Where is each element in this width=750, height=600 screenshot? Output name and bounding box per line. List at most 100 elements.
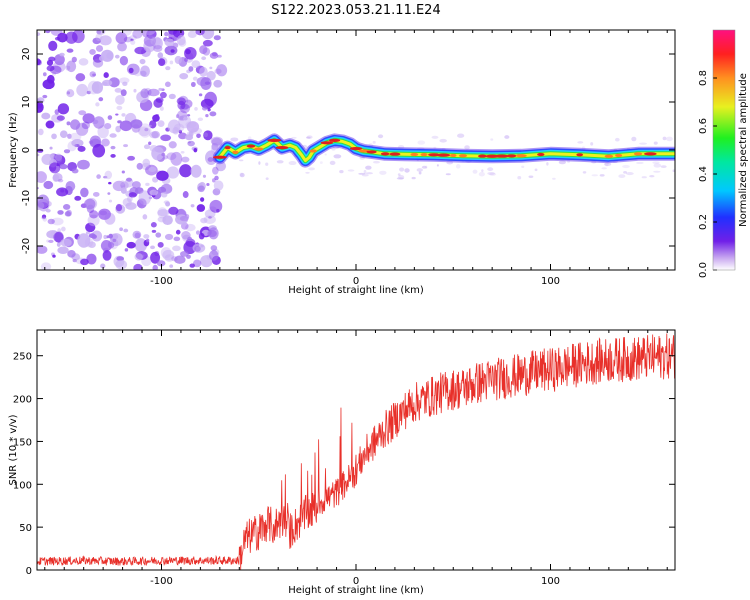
noise-blob [156,170,169,181]
colorbar-frame [712,29,736,271]
noise-blob [214,175,219,181]
noise-blob [187,30,197,39]
noise-blob [57,228,62,233]
noise-speckle [464,145,470,150]
noise-blob [179,215,189,222]
noise-speckle [445,173,451,176]
noise-speckle [552,177,556,180]
noise-speckle [431,135,439,139]
noise-blob [176,34,186,46]
noise-blob [209,111,217,117]
noise-speckle [457,133,465,138]
noise-blob [115,259,128,270]
noise-speckle [404,168,410,173]
noise-blob [54,54,65,66]
noise-blob [51,217,64,226]
noise-blob [45,30,51,34]
noise-speckle [363,169,367,175]
noise-blob [123,144,128,148]
noise-blob [63,149,71,154]
top-x-axis-label: Height of straight line (km) [288,285,424,296]
colorbar-tick-label: 0.4 [698,166,709,182]
noise-blob [116,105,123,111]
noise-blob [171,256,178,262]
noise-blob [74,143,80,148]
noise-blob [102,250,112,261]
noise-blob [123,228,129,233]
noise-speckle [591,174,599,177]
noise-blob [165,66,171,71]
ridge-peak [644,152,657,156]
ridge-peak [254,147,264,151]
noise-speckle [618,174,626,179]
noise-blob [37,194,50,209]
noise-blob [210,245,218,251]
noise-speckle [379,170,387,175]
noise-blob [67,133,72,139]
noise-blob [202,47,211,56]
noise-blob [66,60,77,73]
noise-blob [60,189,65,193]
noise-blob [127,155,136,161]
ridge-peak [380,152,390,156]
bottom-y-tick-label: 0 [26,566,32,577]
noise-blob [158,58,166,67]
noise-blob [115,125,122,133]
noise-blob [77,145,86,152]
noise-blob [89,48,96,55]
noise-blob [157,241,164,248]
noise-speckle [265,162,269,166]
noise-blob [155,232,162,238]
noise-blob [107,192,111,195]
noise-blob [124,248,129,252]
noise-blob [197,117,204,121]
noise-speckle [472,169,478,174]
noise-speckle [666,136,673,142]
noise-blob [153,44,163,52]
noise-blob [175,214,188,225]
noise-blob [75,73,86,82]
noise-blob [147,88,160,97]
noise-blob [109,133,117,138]
noise-speckle [319,161,323,165]
colorbar-tick-label: 0.2 [698,214,709,230]
noise-blob [193,259,202,268]
noise-blob [42,94,48,99]
noise-speckle [487,167,494,172]
noise-blob [144,127,149,132]
noise-blob [146,238,150,243]
noise-blob [128,192,137,198]
noise-blob [206,183,210,186]
noise-blob [168,30,178,35]
noise-blob [133,88,137,93]
noise-speckle [517,175,522,180]
noise-blob [180,151,185,154]
noise-blob [78,110,87,116]
noise-blob [66,91,71,95]
noise-blob [207,230,217,238]
noise-blob [164,31,169,37]
noise-speckle [672,169,675,173]
ridge-peak [436,153,451,157]
noise-blob [37,245,48,254]
noise-blob [188,66,194,72]
noise-blob [54,109,60,115]
noise-blob [125,202,137,210]
bottom-x-tick-label: -100 [150,576,173,587]
noise-blob [168,206,179,215]
ridge-peak [267,138,282,142]
noise-blob [67,140,77,152]
noise-blob [100,263,106,269]
noise-blob [104,170,113,180]
noise-speckle [333,154,342,159]
noise-blob [41,214,47,219]
noise-speckle [331,148,336,151]
noise-blob [108,233,113,239]
noise-speckle [258,161,261,165]
noise-blob [110,153,116,158]
noise-blob [157,120,165,128]
noise-blob [162,215,173,225]
noise-blob [202,106,208,111]
noise-blob [49,146,53,150]
